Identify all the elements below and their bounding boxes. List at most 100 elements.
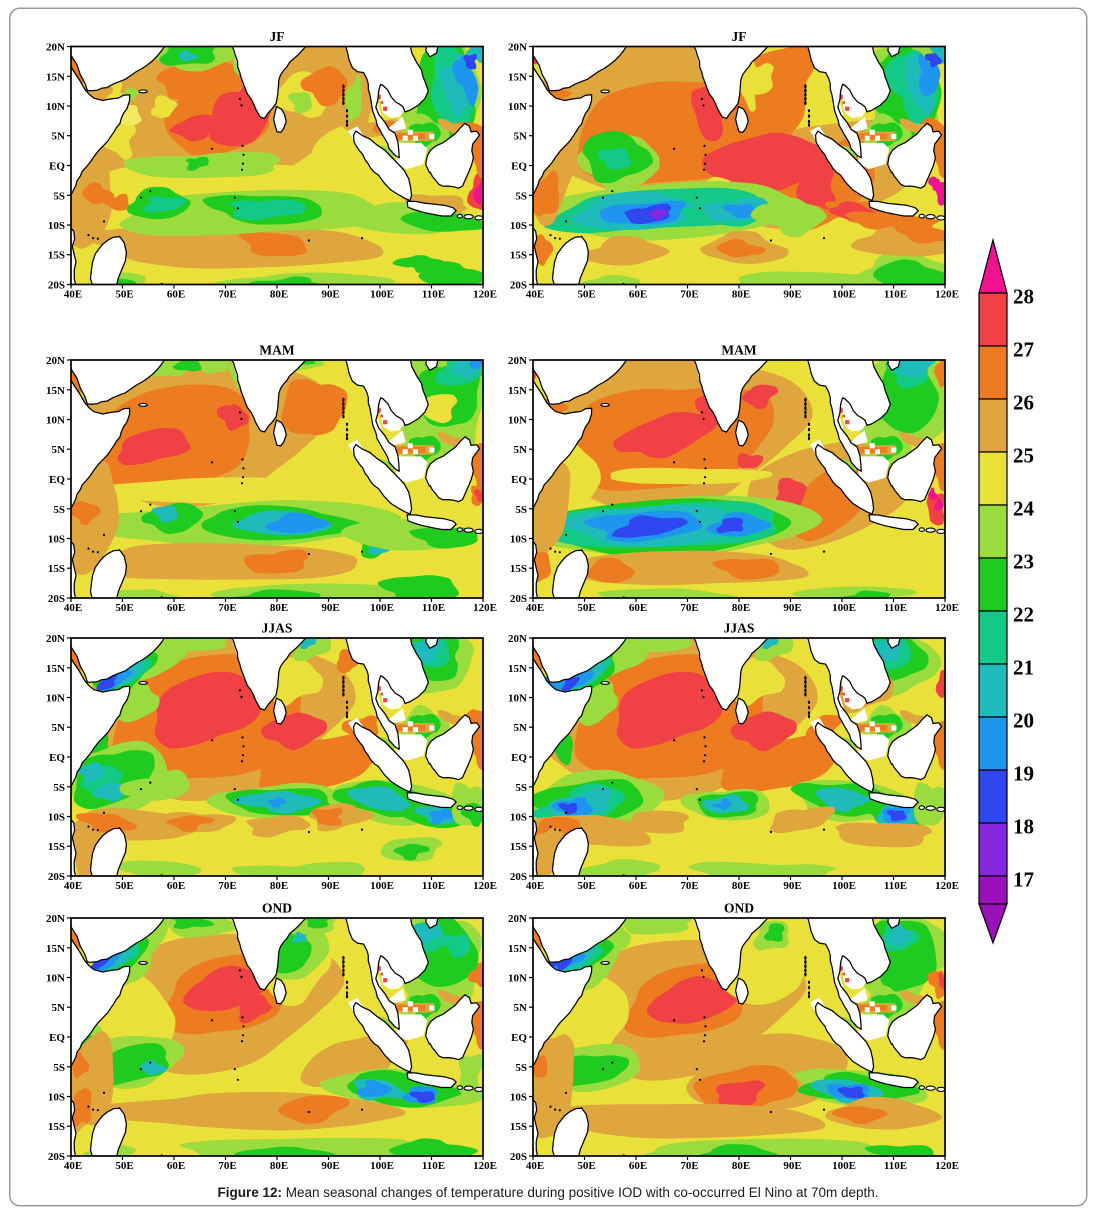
svg-text:80E: 80E [732, 289, 750, 301]
svg-text:5S: 5S [515, 1062, 527, 1074]
svg-text:19: 19 [1013, 762, 1034, 786]
svg-text:80E: 80E [270, 1160, 288, 1172]
svg-text:20N: 20N [46, 633, 65, 645]
svg-text:10S: 10S [48, 220, 65, 232]
svg-text:60E: 60E [629, 1160, 647, 1172]
svg-text:110E: 110E [884, 880, 907, 892]
svg-text:27: 27 [1013, 338, 1034, 362]
svg-text:110E: 110E [422, 1160, 445, 1172]
svg-text:80E: 80E [732, 880, 750, 892]
svg-text:60E: 60E [629, 289, 647, 301]
svg-text:23: 23 [1013, 550, 1034, 574]
svg-text:90E: 90E [783, 289, 801, 301]
svg-text:50E: 50E [115, 1160, 133, 1172]
svg-text:MAM: MAM [259, 343, 294, 358]
svg-text:40E: 40E [64, 880, 82, 892]
svg-text:26: 26 [1013, 391, 1034, 415]
svg-text:21: 21 [1013, 656, 1034, 680]
svg-text:10S: 10S [48, 812, 65, 824]
svg-text:17: 17 [1013, 868, 1034, 892]
svg-text:5N: 5N [514, 1002, 528, 1014]
svg-text:15S: 15S [48, 841, 65, 853]
svg-text:50E: 50E [577, 602, 595, 614]
svg-text:70E: 70E [680, 289, 698, 301]
svg-text:15N: 15N [508, 385, 527, 397]
svg-text:100E: 100E [370, 880, 394, 892]
svg-text:24: 24 [1013, 497, 1035, 521]
svg-text:60E: 60E [167, 289, 185, 301]
svg-text:EQ: EQ [49, 161, 65, 173]
svg-text:20N: 20N [46, 913, 65, 925]
svg-text:40E: 40E [526, 602, 544, 614]
svg-text:JJAS: JJAS [724, 621, 755, 636]
svg-text:120E: 120E [473, 602, 497, 614]
svg-text:120E: 120E [935, 602, 959, 614]
svg-text:EQ: EQ [49, 474, 65, 486]
svg-text:5N: 5N [52, 1002, 66, 1014]
svg-text:20S: 20S [510, 593, 527, 605]
svg-text:5S: 5S [53, 190, 65, 202]
svg-text:60E: 60E [167, 1160, 185, 1172]
svg-text:50E: 50E [115, 602, 133, 614]
svg-text:20S: 20S [510, 871, 527, 883]
svg-text:10S: 10S [510, 812, 527, 824]
svg-text:70E: 70E [680, 602, 698, 614]
svg-text:JJAS: JJAS [262, 621, 293, 636]
svg-text:5S: 5S [53, 504, 65, 516]
svg-text:70E: 70E [218, 880, 236, 892]
svg-text:80E: 80E [270, 602, 288, 614]
svg-text:110E: 110E [422, 602, 445, 614]
svg-text:100E: 100E [370, 602, 394, 614]
svg-text:28: 28 [1013, 285, 1034, 309]
svg-text:20N: 20N [508, 633, 527, 645]
svg-text:50E: 50E [577, 1160, 595, 1172]
svg-text:90E: 90E [783, 880, 801, 892]
svg-text:70E: 70E [218, 602, 236, 614]
svg-text:15N: 15N [46, 385, 65, 397]
svg-text:15N: 15N [508, 71, 527, 83]
svg-text:15S: 15S [510, 250, 527, 262]
svg-text:22: 22 [1013, 603, 1034, 627]
svg-text:40E: 40E [64, 1160, 82, 1172]
svg-text:MAM: MAM [721, 343, 756, 358]
svg-text:10N: 10N [508, 101, 527, 113]
svg-text:100E: 100E [370, 1160, 394, 1172]
svg-text:60E: 60E [629, 602, 647, 614]
svg-text:5N: 5N [514, 722, 528, 734]
svg-text:120E: 120E [935, 289, 959, 301]
svg-text:40E: 40E [526, 1160, 544, 1172]
svg-text:20S: 20S [510, 280, 527, 292]
svg-text:70E: 70E [680, 880, 698, 892]
svg-text:70E: 70E [218, 289, 236, 301]
svg-text:20N: 20N [508, 355, 527, 367]
svg-text:20S: 20S [48, 871, 65, 883]
svg-text:EQ: EQ [49, 752, 65, 764]
svg-text:15S: 15S [48, 563, 65, 575]
svg-text:15N: 15N [46, 71, 65, 83]
svg-text:25: 25 [1013, 444, 1034, 468]
svg-text:10S: 10S [510, 1092, 527, 1104]
svg-text:70E: 70E [680, 1160, 698, 1172]
svg-text:EQ: EQ [511, 474, 527, 486]
svg-text:50E: 50E [577, 289, 595, 301]
svg-text:EQ: EQ [511, 752, 527, 764]
svg-text:120E: 120E [935, 880, 959, 892]
svg-text:20N: 20N [508, 42, 527, 54]
svg-text:5S: 5S [515, 190, 527, 202]
svg-text:10N: 10N [46, 693, 65, 705]
svg-text:100E: 100E [832, 880, 856, 892]
svg-text:100E: 100E [832, 602, 856, 614]
svg-text:110E: 110E [422, 880, 445, 892]
svg-text:5N: 5N [514, 444, 528, 456]
svg-text:80E: 80E [270, 289, 288, 301]
svg-text:20N: 20N [46, 42, 65, 54]
svg-text:5S: 5S [53, 782, 65, 794]
svg-text:110E: 110E [884, 1160, 907, 1172]
svg-text:JF: JF [732, 29, 747, 44]
svg-text:10S: 10S [510, 534, 527, 546]
svg-text:15N: 15N [46, 663, 65, 675]
svg-text:110E: 110E [884, 602, 907, 614]
svg-text:EQ: EQ [511, 161, 527, 173]
svg-text:50E: 50E [115, 880, 133, 892]
svg-text:5N: 5N [52, 131, 66, 143]
